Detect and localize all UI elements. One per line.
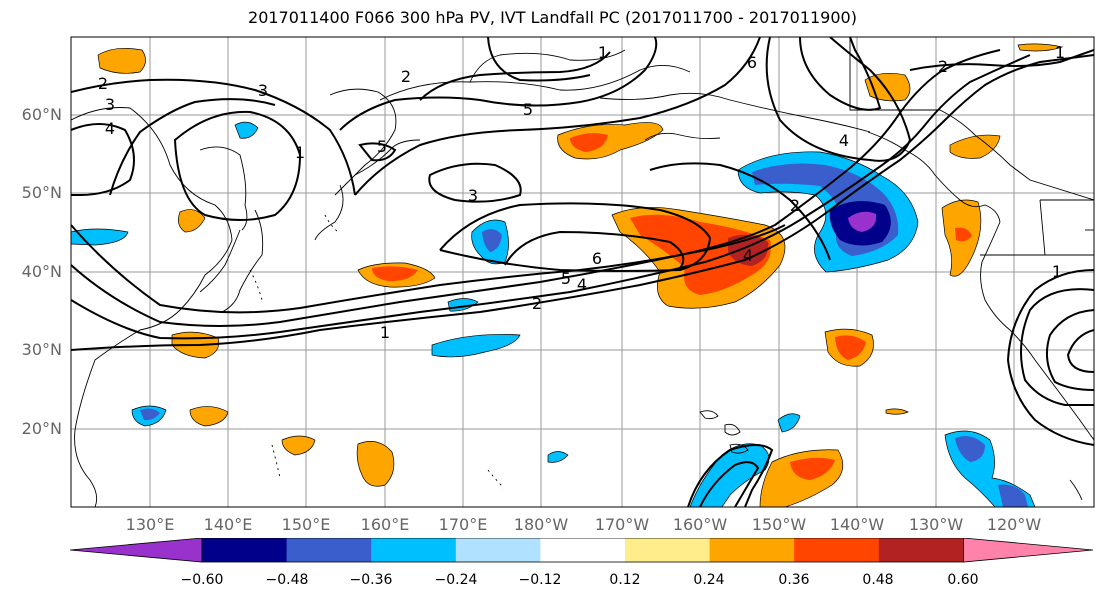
colorbar-tick-label: 0.12 [609,572,641,588]
colorbar-cell [540,538,626,562]
pv-patch [431,334,521,358]
pv-patch [189,406,229,427]
pv-patch [234,121,259,139]
pv-patch [955,436,985,462]
contour-label: 6 [592,249,602,268]
colorbar-tick-label: 0.36 [778,572,810,588]
pv-patch [97,48,146,74]
contour-label: 1 [1055,43,1065,62]
contour-label: 4 [743,246,753,265]
contour-label: 1 [1052,262,1062,281]
contour-label: 3 [105,95,115,114]
pv-shading [71,43,1064,507]
colorbar-cell [625,538,711,562]
longitude-label: 180°W [513,515,569,534]
pv-patch [885,408,909,415]
longitude-label: 150°W [751,515,807,534]
pv-patch [71,228,129,246]
pv-patch [864,73,911,102]
pv-patch [777,413,801,433]
longitude-label: 170°E [438,515,488,534]
longitude-label: 160°W [672,515,728,534]
pv-contours [71,37,1094,507]
latitude-label: 60°N [21,105,62,124]
map-title: 2017011400 F066 300 hPa PV, IVT Landfall… [248,8,857,27]
longitude-label: 170°W [594,515,650,534]
colorbar-tick-label: −0.60 [180,572,224,588]
colorbar-tick-label: 0.24 [693,572,725,588]
colorbar-extend-high [963,538,1094,563]
contour-label: 6 [747,53,757,72]
colorbar-tick-label: −0.12 [518,572,562,588]
map-canvas: 1 1 1 1 1 2 2 2 2 2 3 3 3 4 4 4 4 5 5 5 … [70,36,1095,508]
contour-label: 2 [790,196,800,215]
pv-patch [1017,43,1064,52]
latitude-label: 50°N [21,183,62,202]
longitude-label: 140°W [829,515,885,534]
colorbar-tick-label: 0.48 [862,572,894,588]
longitude-label: 130°W [908,515,964,534]
pv-patch [178,209,206,233]
colorbar-tick-label: −0.36 [349,572,393,588]
pv-patch [835,335,866,360]
pv-patch [848,211,877,232]
contour-label: 2 [938,57,948,76]
pv-patch [372,266,418,282]
colorbar-cell [371,538,457,562]
pv-patch [281,435,316,456]
contour-label: 1 [380,323,390,342]
colorbar-cell [286,538,372,562]
pv-patch [998,484,1028,507]
pv-patch [482,229,502,252]
colorbar-frame [201,538,964,563]
latitude-label: 30°N [21,340,62,359]
contour-label: 1 [295,143,305,162]
longitude-label: 160°E [360,515,410,534]
colorbar-cell [202,538,288,562]
contour-label: 5 [377,137,387,156]
contour-label: 4 [577,275,587,294]
colorbar-cell [794,538,880,562]
contour-label: 5 [561,269,571,288]
contour-label: 4 [105,119,115,138]
pv-patch [759,449,844,507]
contour-label: 5 [523,100,533,119]
colorbar-cells [70,538,1094,563]
pv-patch [547,451,569,463]
contour-label: 3 [258,81,268,100]
pv-patch [790,457,835,480]
pv-patch [689,443,770,507]
longitude-label: 120°W [986,515,1042,534]
colorbar-cell [455,538,541,562]
colorbar-cell [709,538,795,562]
contour-label: 4 [839,131,849,150]
pv-patch [955,227,972,242]
colorbar-tick-label: −0.24 [434,572,478,588]
colorbar-extend-low [70,538,203,563]
colorbar-cell [878,538,964,562]
pv-patch [630,214,771,295]
contour-label: 1 [598,43,608,62]
colorbar [70,538,1094,563]
latitude-label: 40°N [21,262,62,281]
pv-patch [140,408,160,421]
contour-label: 2 [532,294,542,313]
longitude-label: 130°E [125,515,175,534]
contour-labels: 1 1 1 1 1 2 2 2 2 2 3 3 3 4 4 4 4 5 5 5 … [98,43,1065,342]
pv-patch [570,133,608,152]
longitude-label: 150°E [281,515,331,534]
colorbar-tick-label: 0.60 [947,572,979,588]
contour-label: 2 [98,74,108,93]
latitude-label: 20°N [21,419,62,438]
pv-patch [356,441,395,487]
contour-label: 3 [468,186,478,205]
contour-label: 2 [401,67,411,86]
longitude-label: 140°E [203,515,253,534]
pv-patch [949,134,1001,159]
colorbar-tick-label: −0.48 [265,572,309,588]
map-frame [70,36,1095,508]
